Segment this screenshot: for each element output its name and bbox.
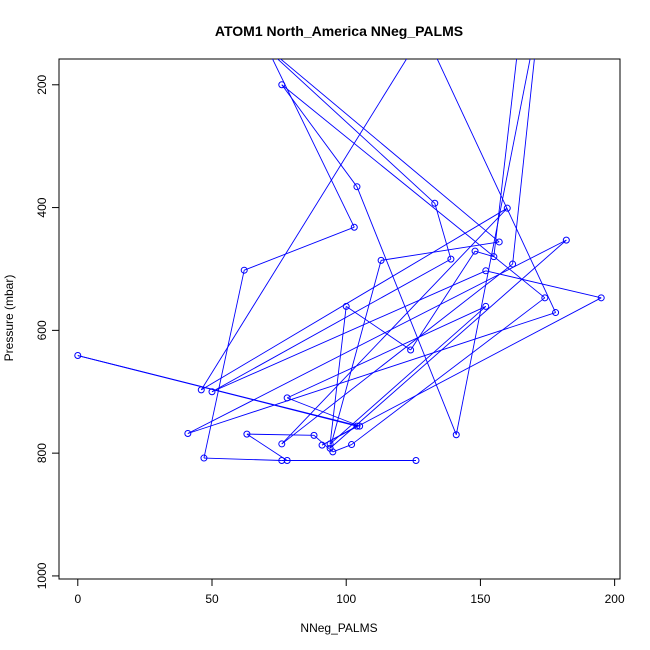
data-point [471, 247, 479, 255]
series-line-segment [512, 59, 535, 265]
series-line-segment [286, 306, 486, 399]
series-line-segment [187, 312, 556, 434]
data-point [208, 388, 216, 396]
y-tick-label: 200 [35, 74, 49, 94]
series-line-segment [244, 226, 355, 271]
data-point [490, 253, 498, 261]
series-line-segment [211, 270, 486, 393]
data-point [431, 199, 439, 207]
series-line-segment [313, 435, 334, 453]
series-line-segment [77, 355, 360, 427]
series-line-segment [329, 239, 567, 449]
series-line-segment [410, 250, 476, 351]
series-line-segment [281, 263, 513, 445]
chart-title: ATOM1 North_America NNeg_PALMS [215, 23, 463, 39]
x-tick-label: 100 [336, 592, 356, 606]
data-point [552, 309, 560, 317]
series-line-segment [321, 297, 602, 446]
series-line-segment [356, 186, 457, 435]
data-point [350, 223, 358, 231]
series-line-segment [200, 59, 408, 391]
series-line-segment [187, 239, 567, 434]
y-axis-label: Pressure (mbar) [2, 275, 16, 362]
data-point [377, 256, 385, 264]
data-point [509, 260, 517, 268]
data-point [197, 386, 205, 394]
y-tick-label: 1000 [35, 562, 49, 589]
data-point [407, 346, 415, 354]
data-point [240, 266, 248, 274]
data-point [326, 440, 334, 448]
data-point [318, 441, 326, 449]
series-line-segment [351, 297, 546, 445]
data-point [200, 454, 208, 462]
data-point [562, 236, 570, 244]
data-point [278, 457, 286, 465]
data-point [278, 440, 286, 448]
data-point [356, 422, 364, 430]
series-line-segment [281, 207, 508, 445]
y-tick-label: 600 [35, 320, 49, 340]
series-line-segment [493, 59, 518, 257]
data-point [452, 431, 460, 439]
data-point [353, 183, 361, 191]
data-point [283, 457, 291, 465]
data-point [74, 352, 82, 360]
series-line-segment [272, 59, 355, 228]
series-line-segment [203, 457, 282, 461]
series-line-segment [246, 433, 288, 461]
series-line-segment [345, 306, 411, 351]
data-point [597, 294, 605, 302]
series-line-segment [281, 84, 546, 299]
series-line-segment [211, 258, 452, 393]
plot-area [74, 59, 605, 465]
data-point [278, 81, 286, 89]
series-line-segment [485, 270, 602, 299]
series-line-segment [203, 270, 245, 459]
data-point [412, 457, 420, 465]
series-line-segment [201, 207, 508, 391]
y-tick-label: 400 [35, 197, 49, 217]
series-line-segment [276, 59, 436, 204]
data-point [310, 431, 318, 439]
data-point [326, 444, 334, 452]
x-tick-label: 150 [470, 592, 490, 606]
x-tick-label: 200 [605, 592, 625, 606]
data-point [482, 302, 490, 310]
data-point [184, 429, 192, 437]
x-tick-label: 0 [74, 592, 81, 606]
y-tick-label: 800 [35, 443, 49, 463]
data-point [541, 294, 549, 302]
series-line-segment [329, 306, 487, 445]
series-line-segment [279, 59, 500, 243]
data-point [342, 302, 350, 310]
series-line-segment [246, 433, 315, 436]
data-point [503, 204, 511, 212]
series-line-segment [281, 84, 358, 187]
series-line-segment [381, 241, 500, 261]
data-point [353, 422, 361, 430]
data-point [283, 394, 291, 402]
series-line-segment [329, 260, 382, 449]
data-point [482, 267, 490, 275]
series-line-segment [286, 397, 360, 427]
data-point [348, 441, 356, 449]
series-line-segment [436, 59, 556, 313]
y-axis: 200 400 600 800 1000 [35, 74, 60, 589]
series-line-segment [434, 203, 452, 260]
data-point [447, 255, 455, 263]
series-line-segment [329, 306, 347, 444]
x-tick-label: 50 [205, 592, 219, 606]
data-point [243, 430, 251, 438]
x-axis: 0 50 100 150 200 [74, 578, 625, 606]
x-axis-label: NNeg_PALMS [300, 621, 377, 635]
data-point [495, 238, 503, 246]
